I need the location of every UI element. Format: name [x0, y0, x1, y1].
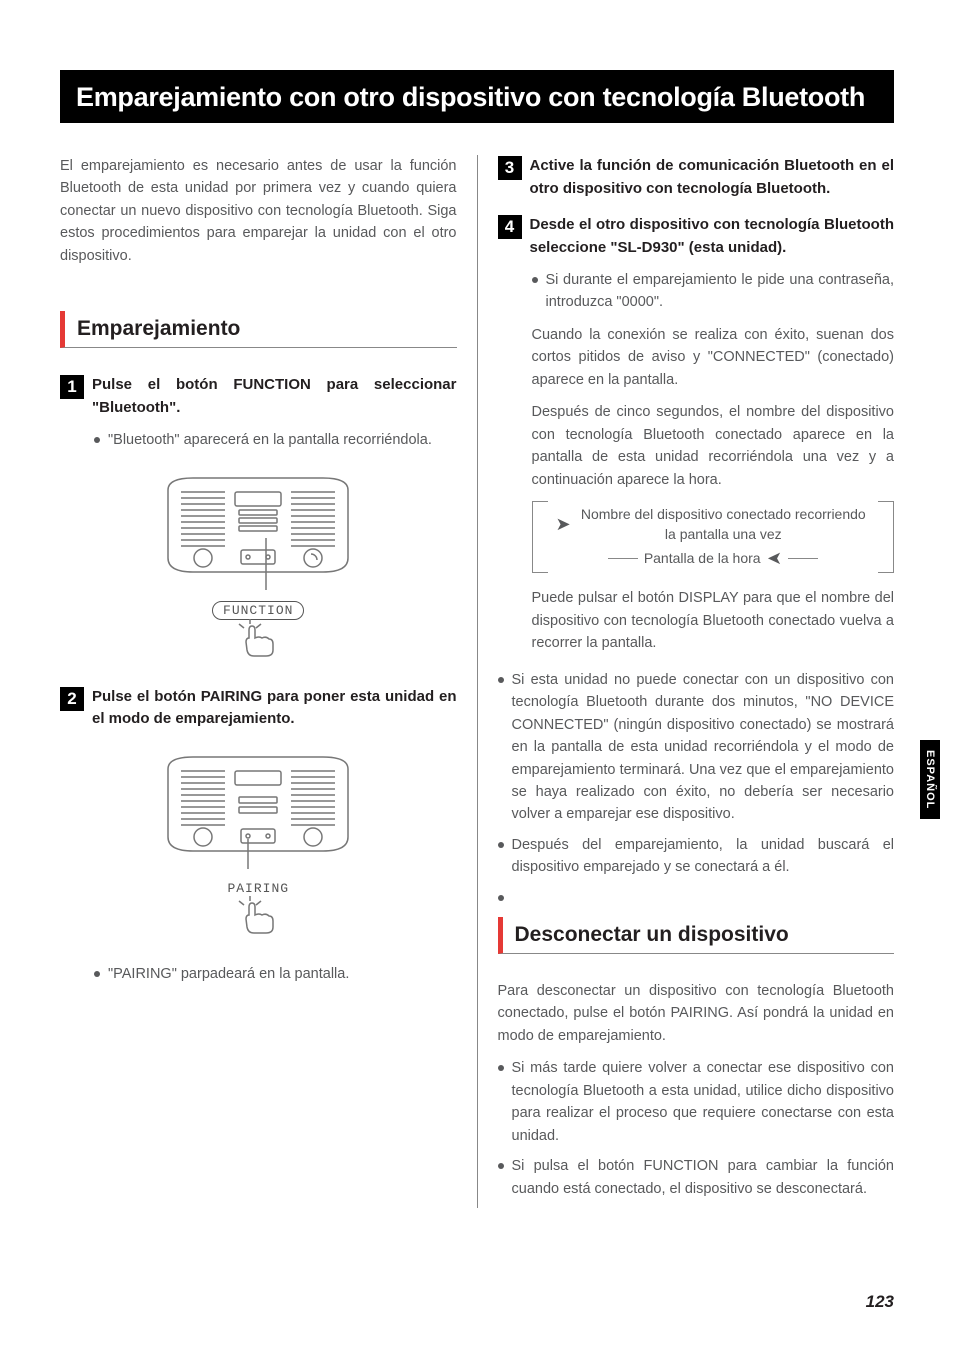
bullet-item: Si esta unidad no puede conectar con un …	[498, 669, 895, 826]
step-4-bullets: Si durante el emparejamiento le pide una…	[498, 269, 895, 314]
step-header: 4 Desde el otro dispositivo con tecnolog…	[498, 214, 895, 259]
step-4-para-1: Cuando la conexión se realiza con éxito,…	[532, 324, 895, 391]
step-header: 3 Active la función de comunicación Blue…	[498, 155, 895, 200]
step-2-bullets: "PAIRING" parpadeará en la pantalla.	[60, 963, 457, 985]
flow-bracket-left	[532, 501, 548, 573]
step-number-badge: 4	[498, 215, 522, 239]
pairing-label-text: PAIRING	[217, 880, 299, 897]
page-number: 123	[866, 1292, 894, 1312]
display-flow-diagram: ➤ Nombre del dispositivo conectado recor…	[532, 501, 895, 573]
device-figure-function: FUNCTION	[60, 470, 457, 658]
disconnect-heading: Desconectar un dispositivo	[498, 917, 895, 954]
bullet-item: Después del emparejamiento, la unidad bu…	[498, 834, 895, 879]
left-column: El emparejamiento es necesario antes de …	[60, 155, 478, 1208]
pairing-notes-bullets: Si esta unidad no puede conectar con un …	[498, 669, 895, 879]
step-title: Desde el otro dispositivo con tecnología…	[530, 214, 895, 259]
device-figure-pairing: PAIRING	[60, 749, 457, 935]
page-root: Emparejamiento con otro dispositivo con …	[0, 0, 954, 1348]
radio-device-icon	[153, 470, 363, 590]
radio-device-icon	[153, 749, 363, 869]
disconnect-paragraph: Para desconectar un dispositivo con tecn…	[498, 980, 895, 1047]
right-column: 3 Active la función de comunicación Blue…	[478, 155, 895, 1208]
button-label-function: FUNCTION	[60, 595, 457, 620]
bullet-item: "Bluetooth" aparecerá en la pantalla rec…	[94, 429, 457, 451]
flow-text-top: Nombre del dispositivo conectado recorri…	[577, 505, 870, 544]
step-2: 2 Pulse el botón PAIRING para poner esta…	[60, 686, 457, 985]
bullet-item: "PAIRING" parpadeará en la pantalla.	[94, 963, 457, 985]
button-label-pairing: PAIRING	[60, 874, 457, 897]
function-label-text: FUNCTION	[212, 601, 304, 620]
step-title: Pulse el botón PAIRING para poner esta u…	[92, 686, 457, 731]
two-column-layout: El emparejamiento es necesario antes de …	[60, 155, 894, 1208]
page-title: Emparejamiento con otro dispositivo con …	[60, 70, 894, 123]
language-side-tab: ESPAÑOL	[920, 740, 940, 819]
step-4: 4 Desde el otro dispositivo con tecnolog…	[498, 214, 895, 655]
step-number-badge: 1	[60, 375, 84, 399]
bullet-item: Si durante el emparejamiento le pide una…	[532, 269, 895, 314]
flow-bracket-right	[878, 501, 894, 573]
disconnect-bullets: Si más tarde quiere volver a conectar es…	[498, 1057, 895, 1200]
step-1-bullets: "Bluetooth" aparecerá en la pantalla rec…	[60, 429, 457, 451]
step-number-badge: 2	[60, 687, 84, 711]
intro-paragraph: El emparejamiento es necesario antes de …	[60, 155, 457, 267]
disconnect-section: Desconectar un dispositivo Para desconec…	[498, 917, 895, 1200]
step-title: Pulse el botón FUNCTION para seleccionar…	[92, 374, 457, 419]
press-hand-icon	[236, 618, 280, 658]
step-number-badge: 3	[498, 156, 522, 180]
pairing-heading: Emparejamiento	[60, 311, 457, 348]
press-hand-icon	[236, 895, 280, 935]
step-1: 1 Pulse el botón FUNCTION para seleccion…	[60, 374, 457, 657]
step-4-para-2: Después de cinco segundos, el nombre del…	[532, 401, 895, 491]
step-header: 2 Pulse el botón PAIRING para poner esta…	[60, 686, 457, 731]
step-4-para-3: Puede pulsar el botón DISPLAY para que e…	[532, 587, 895, 654]
step-title: Active la función de comunicación Blueto…	[530, 155, 895, 200]
bullet-item: Si más tarde quiere volver a conectar es…	[498, 1057, 895, 1147]
arrow-left-icon: ➤	[767, 548, 782, 569]
arrow-right-icon: ➤	[556, 514, 571, 535]
bullet-item: Si pulsa el botón FUNCTION para cambiar …	[498, 1155, 895, 1200]
flow-text-bottom: Pantalla de la hora	[644, 549, 761, 569]
step-3: 3 Active la función de comunicación Blue…	[498, 155, 895, 200]
step-header: 1 Pulse el botón FUNCTION para seleccion…	[60, 374, 457, 419]
